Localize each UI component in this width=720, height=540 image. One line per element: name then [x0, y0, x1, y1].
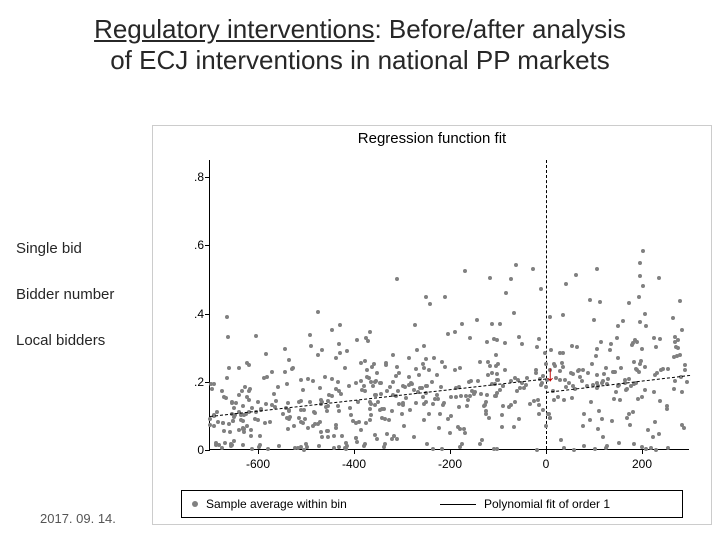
x-tick-label: 200 — [632, 457, 652, 471]
legend-label-sample: Sample average within bin — [206, 497, 347, 511]
y-tick-label: .8 — [174, 170, 204, 184]
label-local-bidders: Local bidders — [16, 332, 114, 350]
title-line2: of ECJ interventions in national PP mark… — [0, 45, 720, 76]
dot-icon — [192, 501, 198, 507]
slide-title: Regulatory interventions: Before/after a… — [0, 14, 720, 76]
legend-item-sample: Sample average within bin — [182, 497, 432, 511]
label-bidder-number: Bidder number — [16, 286, 114, 304]
x-tick-label: -400 — [342, 457, 366, 471]
y-tick-label: .6 — [174, 238, 204, 252]
legend-label-fit: Polynomial fit of order 1 — [484, 497, 610, 511]
chart-title: Regression function fit — [153, 130, 711, 147]
x-tick-label: 0 — [543, 457, 550, 471]
scatter-plot: 0.2.4.6.8-600-400-2000200↓ — [209, 160, 689, 450]
title-rest1: : Before/after analysis — [374, 14, 625, 44]
legend-item-fit: Polynomial fit of order 1 — [432, 497, 682, 511]
sidebar-labels: Single bid Bidder number Local bidders — [16, 240, 114, 378]
line-icon — [440, 504, 476, 505]
date-stamp: 2017. 09. 14. — [40, 511, 116, 526]
arrow-icon: ↓ — [545, 361, 556, 387]
y-tick-label: .2 — [174, 375, 204, 389]
zero-vline — [546, 160, 547, 449]
x-tick-label: -600 — [246, 457, 270, 471]
legend: Sample average within bin Polynomial fit… — [181, 490, 683, 518]
y-tick-label: 0 — [174, 443, 204, 457]
chart-container: Regression function fit 0.2.4.6.8-600-40… — [152, 125, 712, 525]
title-underlined: Regulatory interventions — [94, 14, 374, 44]
x-tick-label: -200 — [438, 457, 462, 471]
y-tick-label: .4 — [174, 307, 204, 321]
label-single-bid: Single bid — [16, 240, 114, 258]
